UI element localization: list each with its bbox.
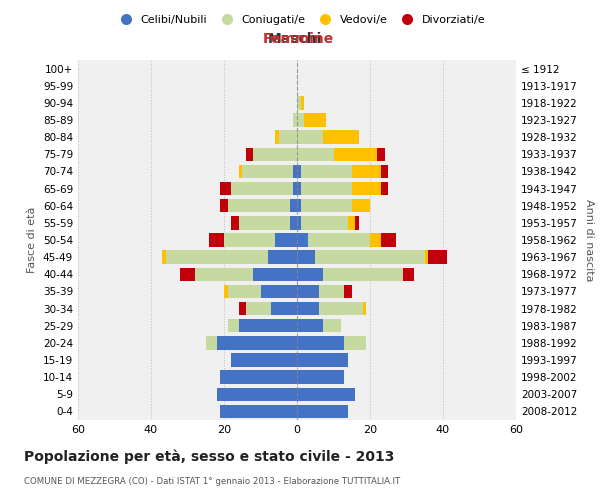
Bar (195, 268, 253, 281)
Bar (297, 302, 319, 316)
Bar (297, 284, 319, 298)
Bar (224, 234, 275, 246)
Bar (362, 302, 367, 316)
Bar (297, 370, 344, 384)
Bar (290, 216, 297, 230)
Bar (162, 250, 166, 264)
Bar (297, 164, 301, 178)
Bar (297, 130, 323, 144)
Bar (275, 234, 297, 246)
Bar (293, 182, 297, 196)
Bar (275, 130, 279, 144)
Bar (301, 199, 352, 212)
Bar (232, 354, 297, 366)
Bar (232, 182, 293, 196)
Bar (370, 234, 381, 246)
Bar (239, 319, 297, 332)
Bar (348, 216, 355, 230)
Bar (297, 319, 323, 332)
Bar (166, 250, 268, 264)
Bar (227, 319, 239, 332)
Bar (301, 164, 352, 178)
Bar (297, 404, 348, 418)
Bar (293, 164, 297, 178)
Bar (253, 148, 297, 161)
Bar (308, 234, 370, 246)
Bar (290, 199, 297, 212)
Bar (304, 114, 326, 126)
Bar (297, 388, 355, 401)
Text: Popolazione per età, sesso e stato civile - 2013: Popolazione per età, sesso e stato civil… (24, 450, 394, 464)
Bar (301, 182, 352, 196)
Bar (297, 250, 315, 264)
Bar (355, 216, 359, 230)
Bar (224, 284, 227, 298)
Bar (297, 182, 301, 196)
Bar (297, 114, 304, 126)
Bar (246, 302, 271, 316)
Text: Maschi: Maschi (268, 32, 322, 46)
Bar (297, 268, 323, 281)
Bar (352, 164, 381, 178)
Bar (319, 302, 362, 316)
Bar (381, 164, 388, 178)
Bar (381, 234, 395, 246)
Bar (239, 216, 290, 230)
Bar (428, 250, 446, 264)
Bar (220, 199, 227, 212)
Bar (323, 268, 403, 281)
Bar (279, 130, 297, 144)
Bar (206, 336, 217, 349)
Bar (180, 268, 195, 281)
Bar (297, 234, 308, 246)
Bar (220, 370, 297, 384)
Bar (297, 148, 334, 161)
Bar (260, 284, 297, 298)
Bar (246, 148, 253, 161)
Bar (297, 96, 301, 110)
Bar (352, 199, 370, 212)
Bar (315, 250, 425, 264)
Bar (232, 216, 239, 230)
Bar (268, 250, 297, 264)
Bar (334, 148, 377, 161)
Bar (227, 284, 260, 298)
Bar (323, 319, 341, 332)
Bar (220, 182, 232, 196)
Bar (319, 284, 344, 298)
Bar (377, 148, 385, 161)
Bar (403, 268, 414, 281)
Bar (293, 114, 297, 126)
Y-axis label: Anni di nascita: Anni di nascita (584, 198, 594, 281)
Bar (425, 250, 428, 264)
Bar (239, 302, 246, 316)
Bar (239, 164, 242, 178)
Bar (242, 164, 293, 178)
Bar (297, 199, 301, 212)
Bar (209, 234, 224, 246)
Text: Femmine: Femmine (263, 32, 334, 46)
Bar (217, 336, 297, 349)
Legend: Celibi/Nubili, Coniugati/e, Vedovi/e, Divorziati/e: Celibi/Nubili, Coniugati/e, Vedovi/e, Di… (110, 10, 490, 29)
Text: COMUNE DI MEZZEGRA (CO) - Dati ISTAT 1° gennaio 2013 - Elaborazione TUTTITALIA.I: COMUNE DI MEZZEGRA (CO) - Dati ISTAT 1° … (24, 478, 400, 486)
Y-axis label: Fasce di età: Fasce di età (28, 207, 37, 273)
Bar (301, 216, 348, 230)
Bar (227, 199, 290, 212)
Bar (323, 130, 359, 144)
Bar (344, 284, 352, 298)
Bar (297, 216, 301, 230)
Bar (352, 182, 381, 196)
Bar (220, 404, 297, 418)
Bar (344, 336, 367, 349)
Bar (271, 302, 297, 316)
Bar (217, 388, 297, 401)
Bar (297, 336, 344, 349)
Bar (301, 96, 304, 110)
Bar (253, 268, 297, 281)
Bar (297, 354, 348, 366)
Bar (381, 182, 388, 196)
